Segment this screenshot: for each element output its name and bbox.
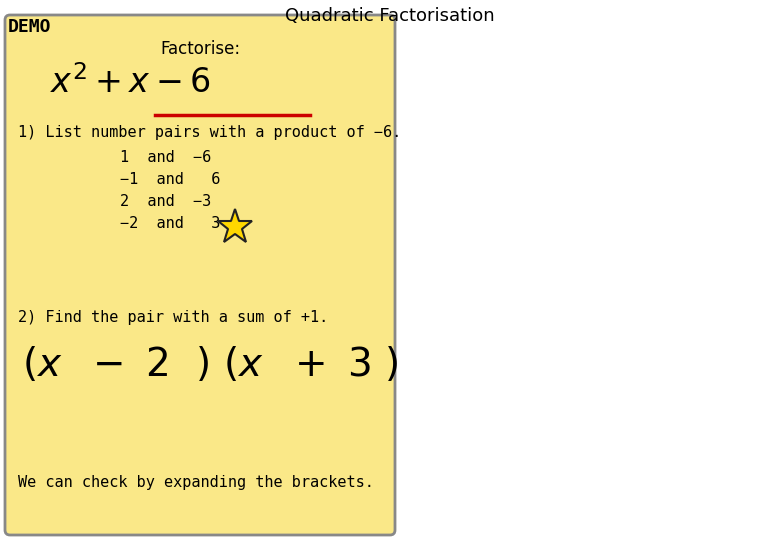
Text: 1  and  −6: 1 and −6 xyxy=(120,150,211,165)
Text: DEMO: DEMO xyxy=(8,18,51,36)
Text: 2  and  −3: 2 and −3 xyxy=(120,194,211,209)
Text: −2  and   3: −2 and 3 xyxy=(120,216,221,231)
Text: We can check by expanding the brackets.: We can check by expanding the brackets. xyxy=(18,475,374,490)
Text: $( x\ \ -\ 2\ \ )\ ( x\ \ +\ 3\ )$: $( x\ \ -\ 2\ \ )\ ( x\ \ +\ 3\ )$ xyxy=(22,345,399,384)
Text: 2) Find the pair with a sum of +1.: 2) Find the pair with a sum of +1. xyxy=(18,310,328,325)
Text: −1  and   6: −1 and 6 xyxy=(120,172,221,187)
Text: 1) List number pairs with a product of −6.: 1) List number pairs with a product of −… xyxy=(18,125,401,140)
Text: $x^2 + x - 6$: $x^2 + x - 6$ xyxy=(50,65,211,100)
FancyBboxPatch shape xyxy=(5,15,395,535)
Text: Factorise:: Factorise: xyxy=(160,40,240,58)
Text: Quadratic Factorisation: Quadratic Factorisation xyxy=(285,7,495,25)
